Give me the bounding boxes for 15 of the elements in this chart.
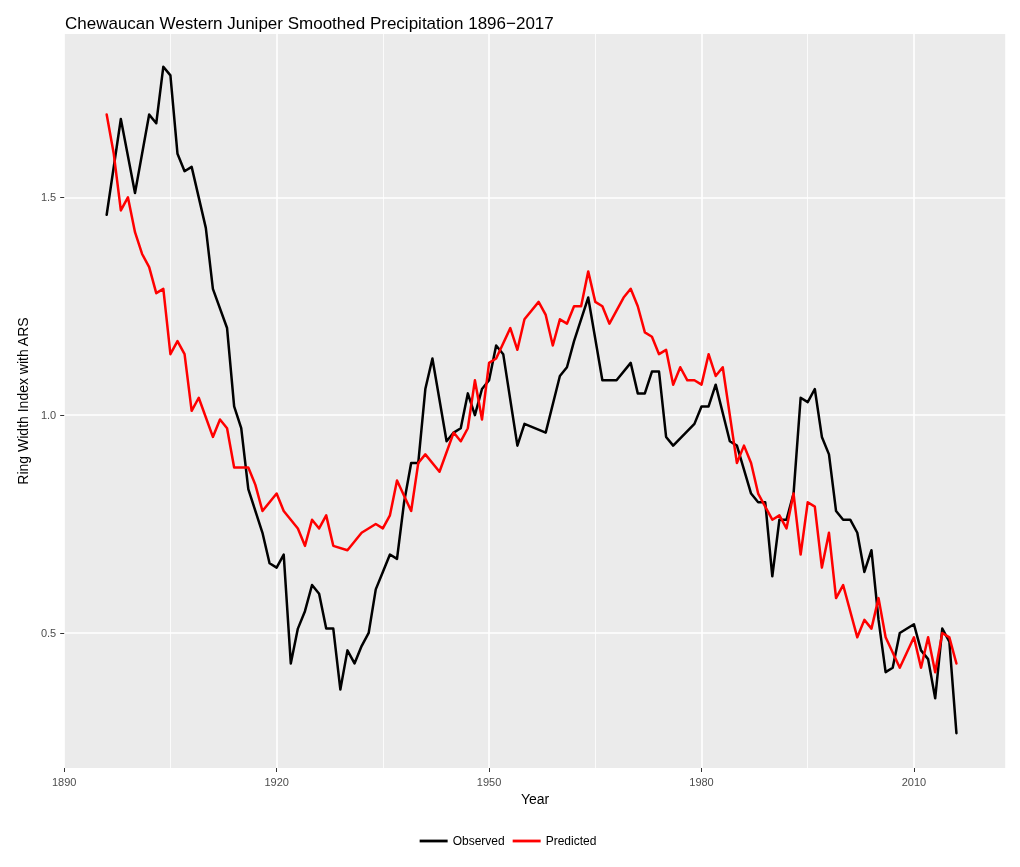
x-tick-label: 1980	[689, 775, 714, 788]
x-axis-title: Year	[520, 791, 550, 807]
x-tick-label: 1950	[476, 775, 502, 788]
legend-label: Observed	[452, 834, 505, 848]
x-tick-label: 2010	[901, 775, 927, 788]
y-tick-label: 1.5	[40, 191, 57, 204]
y-axis-title: Ring Width Index with ARS	[15, 317, 31, 485]
chart-title: Chewaucan Western Juniper Smoothed Precipitation 1896−2017	[65, 14, 554, 33]
y-tick-label: 1.0	[40, 409, 57, 422]
line-series	[105, 65, 958, 735]
line-series	[105, 113, 958, 674]
legend-label: Predicted	[545, 834, 597, 848]
y-tick-label: 0.5	[40, 626, 57, 639]
x-tick-label: 1890	[51, 775, 77, 788]
x-tick-label: 1920	[264, 775, 289, 788]
